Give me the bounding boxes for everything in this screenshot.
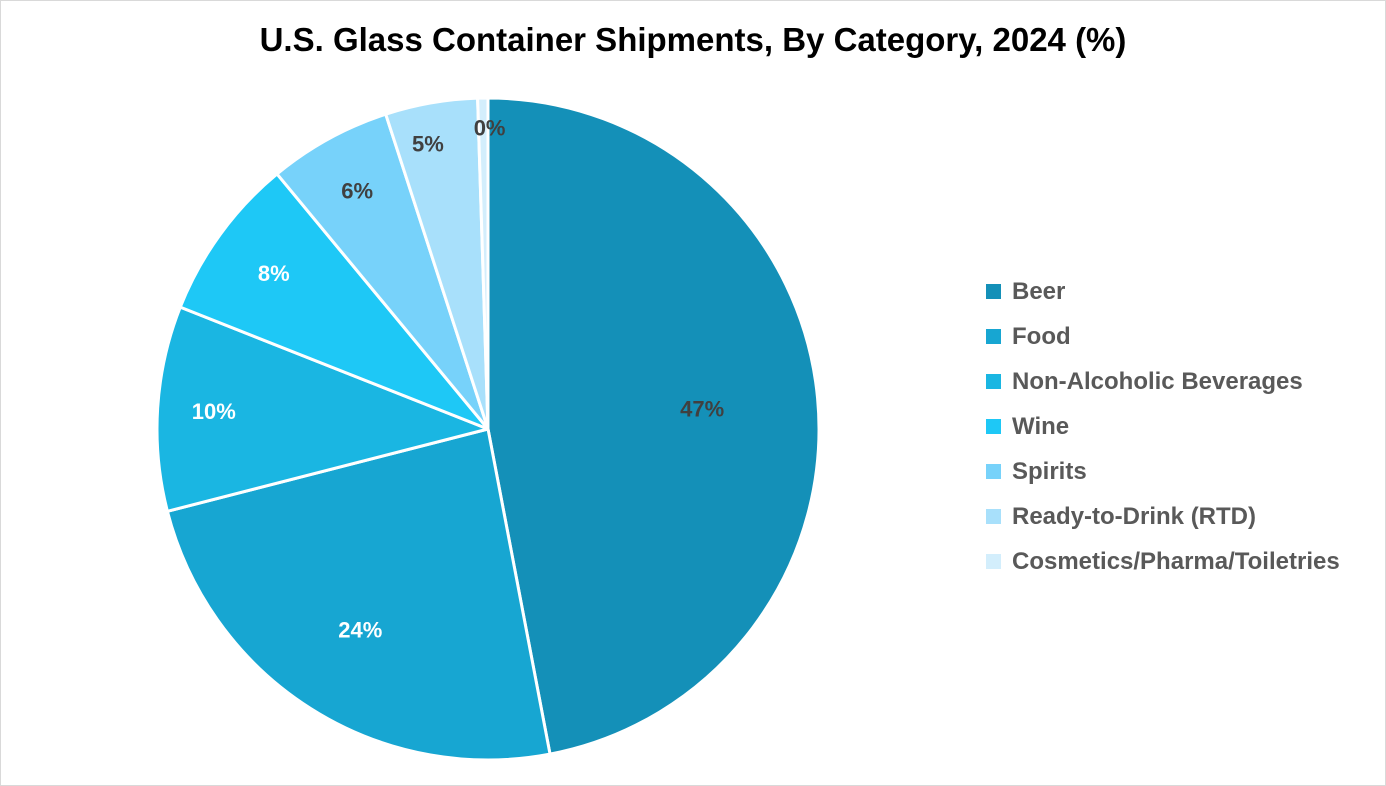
legend: Beer Food Non-Alcoholic Beverages Wine Spiri… (986, 269, 1340, 584)
legend-label-beer: Beer (1012, 277, 1066, 305)
legend-item-food: Food (986, 314, 1340, 359)
legend-swatch-non-alcoholic-beverages (986, 374, 1001, 389)
legend-item-cosmetics-pharma-toiletries: Cosmetics/Pharma/Toiletries (986, 539, 1340, 584)
pie-slice-spirits (275, 112, 490, 431)
data-label-food: 24% (338, 618, 382, 643)
legend-swatch-food (986, 329, 1001, 344)
legend-label-spirits: Spirits (1012, 457, 1087, 485)
legend-item-wine: Wine (986, 404, 1340, 449)
legend-swatch-spirits (986, 464, 1001, 479)
data-label-wine: 8% (258, 261, 290, 286)
legend-label-ready-to-drink-rtd: Ready-to-Drink (RTD) (1012, 502, 1256, 530)
chart-title: U.S. Glass Container Shipments, By Categ… (259, 21, 1127, 58)
pie-slice-wine (178, 172, 490, 431)
pie-slice-food (165, 427, 552, 762)
pie-plot: 47% 24% 10% 8% 6% 5% 0% (155, 96, 821, 762)
legend-label-non-alcoholic-beverages: Non-Alcoholic Beverages (1012, 367, 1303, 395)
legend-label-food: Food (1012, 322, 1071, 350)
legend-label-cosmetics-pharma-toiletries: Cosmetics/Pharma/Toiletries (1012, 547, 1340, 575)
pie-slice-beer (486, 96, 821, 756)
data-label-beer: 47% (680, 396, 724, 421)
pie-slice-cosmetics-pharma-toiletries (476, 96, 490, 431)
pie-slice-non-alcoholic-beverages (155, 305, 490, 513)
legend-item-beer: Beer (986, 269, 1340, 314)
legend-swatch-wine (986, 419, 1001, 434)
legend-swatch-ready-to-drink-rtd (986, 509, 1001, 524)
legend-item-non-alcoholic-beverages: Non-Alcoholic Beverages (986, 359, 1340, 404)
legend-item-spirits: Spirits (986, 449, 1340, 494)
legend-item-ready-to-drink-rtd: Ready-to-Drink (RTD) (986, 494, 1340, 539)
data-label-non-alcoholic-beverages: 10% (192, 399, 236, 424)
data-label-ready-to-drink-rtd: 5% (412, 132, 444, 157)
data-label-spirits: 6% (341, 179, 373, 204)
legend-swatch-cosmetics-pharma-toiletries (986, 554, 1001, 569)
data-label-cosmetics-pharma-toiletries: 0% (474, 115, 506, 140)
legend-label-wine: Wine (1012, 412, 1070, 440)
legend-swatch-beer (986, 284, 1001, 299)
